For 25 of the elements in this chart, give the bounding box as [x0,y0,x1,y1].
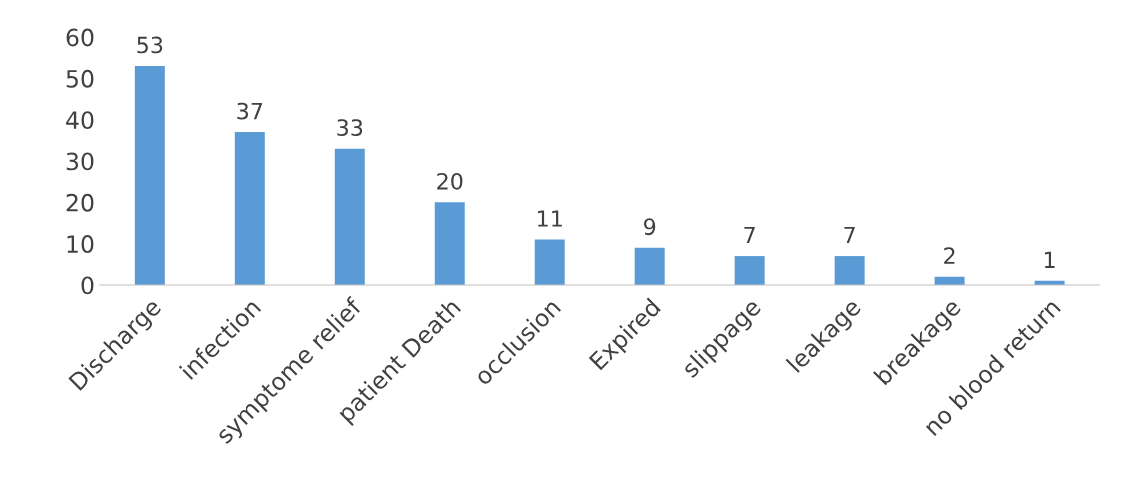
y-tick-label: 10 [67,235,94,253]
data-label: 33 [337,119,363,137]
bar [534,239,565,285]
data-label: 7 [844,226,855,244]
bar [434,202,465,285]
data-label: 2 [944,247,955,264]
data-label: 53 [137,36,163,54]
data-label: 37 [237,102,263,120]
bar [734,256,765,285]
y-tick-label: 20 [66,193,94,212]
bar [634,247,665,285]
bar [334,148,365,285]
y-tick-label: 60 [66,28,94,47]
y-tick-label: 40 [66,111,94,130]
bar [234,132,265,285]
y-tick-label: 30 [66,152,94,171]
data-label: 1 [1044,251,1055,268]
y-tick-label: 0 [81,276,94,295]
y-tick-label: 50 [66,69,94,88]
data-label: 7 [744,226,755,244]
bar [134,66,165,285]
data-label: 11 [538,210,562,227]
bar [834,256,865,285]
data-label: 9 [644,218,656,236]
data-label: 20 [437,172,463,190]
